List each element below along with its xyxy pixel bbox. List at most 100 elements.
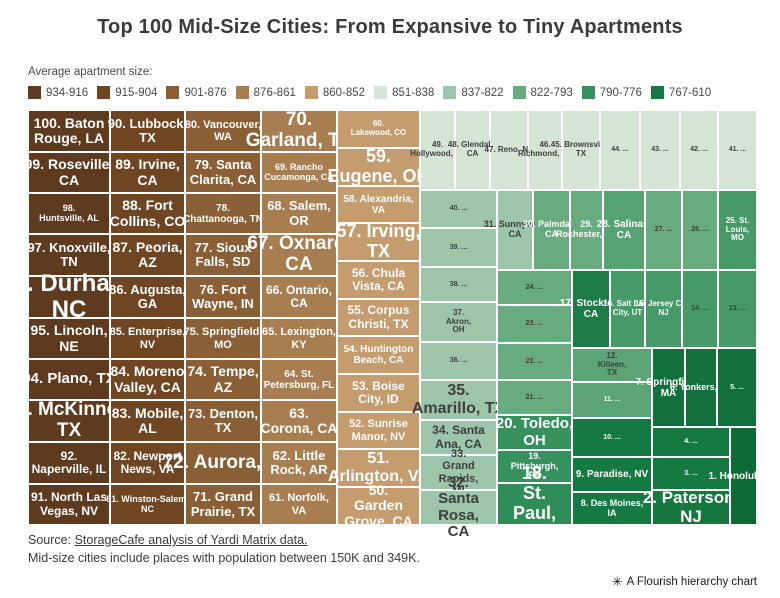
legend-item-934-916[interactable]: 934-916 — [28, 86, 88, 99]
flourish-credit[interactable]: ✳ A Flourish hierarchy chart — [612, 574, 757, 590]
legend-item-901-876[interactable]: 901-876 — [166, 86, 227, 99]
treemap-cell-55[interactable]: 55. Corpus Christi, TX — [337, 299, 420, 336]
legend-item-860-852[interactable]: 860-852 — [304, 86, 365, 99]
treemap-cell-47[interactable]: 47. Reno, NV — [485, 110, 533, 190]
treemap-cell-91[interactable]: 91. North Las Vegas, NV — [28, 484, 110, 525]
treemap-cell-93[interactable]: 93. McKinney, TX — [6, 399, 132, 442]
treemap-cell-34[interactable]: 34. Santa Ana, CA — [420, 420, 497, 455]
treemap-cell-21[interactable]: 21. ... — [497, 380, 572, 415]
treemap-cell-40[interactable]: 40. ... — [420, 190, 497, 228]
treemap-cell-44[interactable]: 44. ... — [600, 110, 640, 190]
treemap-cell-89[interactable]: 89. Irvine, CA — [110, 152, 185, 193]
treemap-cell-30[interactable]: 30. Palmdale, CA — [523, 190, 580, 270]
treemap-cell-71[interactable]: 71. Grand Prairie, TX — [185, 484, 261, 525]
treemap-cell-87[interactable]: 87. Peoria, AZ — [110, 234, 185, 276]
treemap-cell-20[interactable]: 20. Toledo, OH — [496, 415, 573, 450]
treemap-cell-18[interactable]: 18. St. Paul, MN — [497, 463, 572, 543]
treemap-cell-41[interactable]: 41. ... — [718, 110, 757, 190]
legend-item-837-822[interactable]: 837-822 — [443, 86, 504, 99]
treemap-cell-48[interactable]: 48. Glendale, CA — [448, 110, 497, 190]
treemap-cell-73[interactable]: 73. Denton, TX — [185, 400, 261, 442]
treemap-cell-1[interactable]: 1. Honolulu, HI — [709, 427, 779, 525]
treemap-cell-61[interactable]: 61. Norfolk, VA — [261, 484, 337, 525]
treemap-cell-46[interactable]: 46. Richmond, VA — [518, 110, 572, 190]
treemap-cell-97[interactable]: 97. Knoxville, TN — [27, 234, 111, 276]
treemap-cell-12[interactable]: 12. Killeen, TX — [572, 348, 652, 382]
legend-item-851-838[interactable]: 851-838 — [374, 86, 434, 99]
source-link[interactable]: StorageCafe analysis of Yardi Matrix dat… — [74, 533, 308, 547]
treemap-cell-88[interactable]: 88. Fort Collins, CO — [110, 193, 185, 234]
treemap-cell-92[interactable]: 92. Naperville, IL — [28, 442, 110, 484]
treemap-cell-66[interactable]: 66. Ontario, CA — [261, 276, 337, 318]
treemap-cell-80[interactable]: 80. Vancouver, WA — [185, 110, 261, 152]
treemap-cell-38[interactable]: 38. ... — [420, 267, 497, 302]
treemap-cell-32[interactable]: 32. Santa Rosa, CA — [420, 474, 497, 540]
treemap-cell-22[interactable]: 22. ... — [497, 343, 572, 380]
treemap-cell-16[interactable]: 16. Salt Lake City, UT — [603, 270, 652, 348]
treemap-cell-86[interactable]: 86. Augusta, GA — [109, 276, 186, 318]
treemap-cell-28[interactable]: 28. Salinas, CA — [597, 190, 651, 270]
treemap-cell-7[interactable]: 7. Springfield, MA — [635, 348, 702, 427]
treemap-cell-31[interactable]: 31. Sunnyvale, CA — [484, 190, 546, 270]
treemap-cell-83[interactable]: 83. Mobile, AL — [110, 400, 185, 442]
treemap-cell-77[interactable]: 77. Sioux Falls, SD — [185, 234, 261, 276]
treemap-cell-19[interactable]: 19. Pittsburgh, PA — [497, 450, 572, 483]
treemap-cell-26[interactable]: 26. ... — [682, 190, 718, 270]
treemap-cell-27[interactable]: 27. ... — [645, 190, 682, 270]
treemap-cell-8[interactable]: 8. Des Moines, IA — [572, 492, 652, 525]
treemap-cell-42[interactable]: 42. ... — [680, 110, 718, 190]
legend-item-790-776[interactable]: 790-776 — [581, 86, 642, 99]
treemap-cell-24[interactable]: 24. ... — [497, 270, 572, 305]
treemap-cell-72[interactable]: 72. Aurora, IL — [163, 442, 283, 484]
treemap-cell-45[interactable]: 45. Brownsville, TX — [551, 110, 611, 190]
treemap-cell-82[interactable]: 82. Newport News, VA — [110, 442, 185, 484]
treemap-cell-23[interactable]: 23. ... — [497, 305, 572, 343]
treemap-cell-43[interactable]: 43. ... — [640, 110, 680, 190]
treemap-cell-76[interactable]: 76. Fort Wayne, IN — [185, 276, 261, 318]
treemap-cell-65[interactable]: 65. Lexington, KY — [261, 318, 337, 359]
legend-item-822-793[interactable]: 822-793 — [512, 86, 573, 99]
treemap-cell-9[interactable]: 9. Paradise, NV — [572, 457, 652, 492]
treemap-cell-52[interactable]: 52. Sunrise Manor, NV — [337, 412, 420, 449]
treemap-cell-70[interactable]: 70. Garland, TX — [246, 109, 352, 152]
treemap-cell-2[interactable]: 2. Paterson, NJ — [643, 488, 739, 526]
treemap-cell-35[interactable]: 35. Amarillo, TX — [412, 380, 505, 420]
treemap-cell-84[interactable]: 84. Moreno Valley, CA — [110, 359, 185, 400]
treemap-cell-3[interactable]: 3. ... — [652, 457, 730, 490]
treemap-cell-78[interactable]: 78. Chattanooga, TN — [183, 193, 263, 234]
treemap-cell-4[interactable]: 4. ... — [652, 427, 730, 457]
treemap-cell-81[interactable]: 81. Winston-Salem, NC — [106, 484, 189, 525]
treemap-cell-50[interactable]: 50. Garden Grove, CA — [337, 482, 420, 528]
legend-item-767-610[interactable]: 767-610 — [650, 86, 711, 99]
treemap-cell-79[interactable]: 79. Santa Clarita, CA — [185, 152, 261, 193]
treemap-cell-39[interactable]: 39. ... — [420, 228, 497, 267]
treemap-cell-14[interactable]: 14. ... — [682, 270, 718, 348]
treemap-cell-58[interactable]: 58. Alexandria, VA — [337, 186, 420, 223]
treemap-cell-95[interactable]: 95. Lincoln, NE — [28, 318, 110, 359]
treemap-cell-74[interactable]: 74. Tempe, AZ — [185, 359, 261, 400]
treemap-cell-67[interactable]: 67. Oxnard, CA — [247, 233, 351, 276]
treemap-cell-15[interactable]: 15. Jersey City, NJ — [635, 270, 692, 348]
treemap-cell-29[interactable]: 29. Rochester, NY — [556, 190, 617, 270]
legend-item-915-904[interactable]: 915-904 — [97, 86, 157, 99]
treemap-cell-57[interactable]: 57. Irving, TX — [336, 221, 421, 261]
treemap-cell-98[interactable]: 98. Huntsville, AL — [28, 193, 110, 234]
legend-item-876-861[interactable]: 876-861 — [235, 86, 296, 99]
treemap-cell-5[interactable]: 5. ... — [717, 348, 757, 427]
treemap-cell-75[interactable]: 75. Springfield, MO — [184, 318, 262, 359]
treemap-cell-56[interactable]: 56. Chula Vista, CA — [337, 261, 420, 299]
treemap-cell-33[interactable]: 33. Grand Rapids, MI — [420, 448, 497, 497]
treemap-cell-17[interactable]: 17. Stockton, CA — [560, 270, 622, 348]
treemap-cell-62[interactable]: 62. Little Rock, AR — [261, 442, 337, 484]
treemap-cell-13[interactable]: 13. ... — [718, 270, 757, 348]
treemap-cell-90[interactable]: 90. Lubbock, TX — [108, 110, 187, 152]
treemap-cell-64[interactable]: 64. St. Petersburg, FL — [261, 359, 337, 400]
treemap-cell-25[interactable]: 25. St. Louis, MO — [718, 190, 757, 270]
treemap-cell-85[interactable]: 85. Enterprise, NV — [110, 318, 185, 359]
treemap-cell-49[interactable]: 49. Hollywood, FL — [410, 110, 465, 190]
treemap-cell-36[interactable]: 36. ... — [420, 342, 497, 380]
treemap-cell-11[interactable]: 11. ... — [572, 382, 652, 418]
treemap-cell-53[interactable]: 53. Boise City, ID — [337, 374, 420, 412]
treemap-cell-94[interactable]: 94. Plano, TX — [22, 359, 116, 400]
treemap-cell-69[interactable]: 69. Rancho Cucamonga, CA — [261, 152, 337, 193]
